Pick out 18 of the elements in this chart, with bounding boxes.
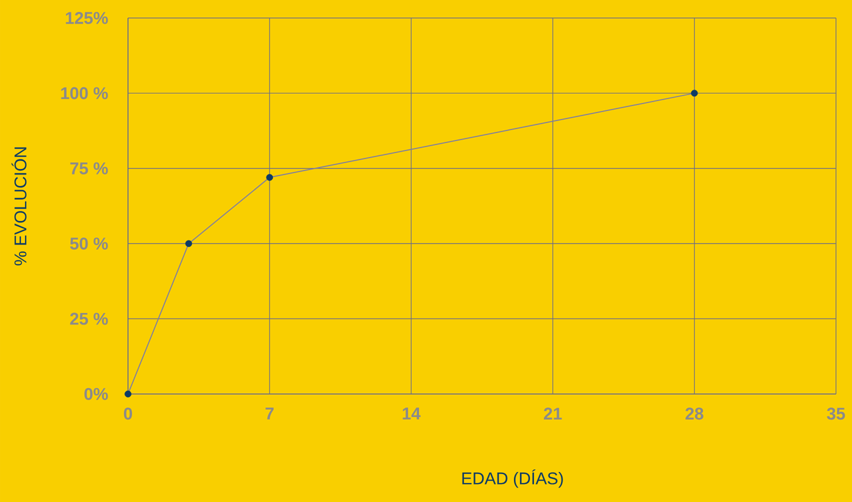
- y-axis-title: % EVOLUCIÓN: [12, 147, 26, 266]
- y-tick-label: 125%: [66, 12, 108, 24]
- x-tick-label: 0: [124, 408, 132, 420]
- point: [266, 174, 273, 181]
- x-tick-label: 28: [686, 408, 704, 420]
- y-tick-label: 50 %: [70, 238, 108, 250]
- point: [124, 390, 132, 398]
- y-tick-label: 75 %: [70, 162, 108, 174]
- x-axis-title: EDAD (DÍAS): [462, 470, 563, 488]
- y-tick-label: 0%: [84, 388, 108, 400]
- x-tick-label: 7: [266, 408, 274, 420]
- point: [185, 240, 192, 247]
- x-tick-label: 35: [826, 408, 845, 420]
- point: [690, 90, 698, 97]
- y-tick-label: 25 %: [70, 312, 108, 325]
- x-tick-label: 14: [402, 408, 421, 420]
- y-tick-label: 100 %: [61, 87, 108, 100]
- x-tick-label: 21: [544, 408, 562, 420]
